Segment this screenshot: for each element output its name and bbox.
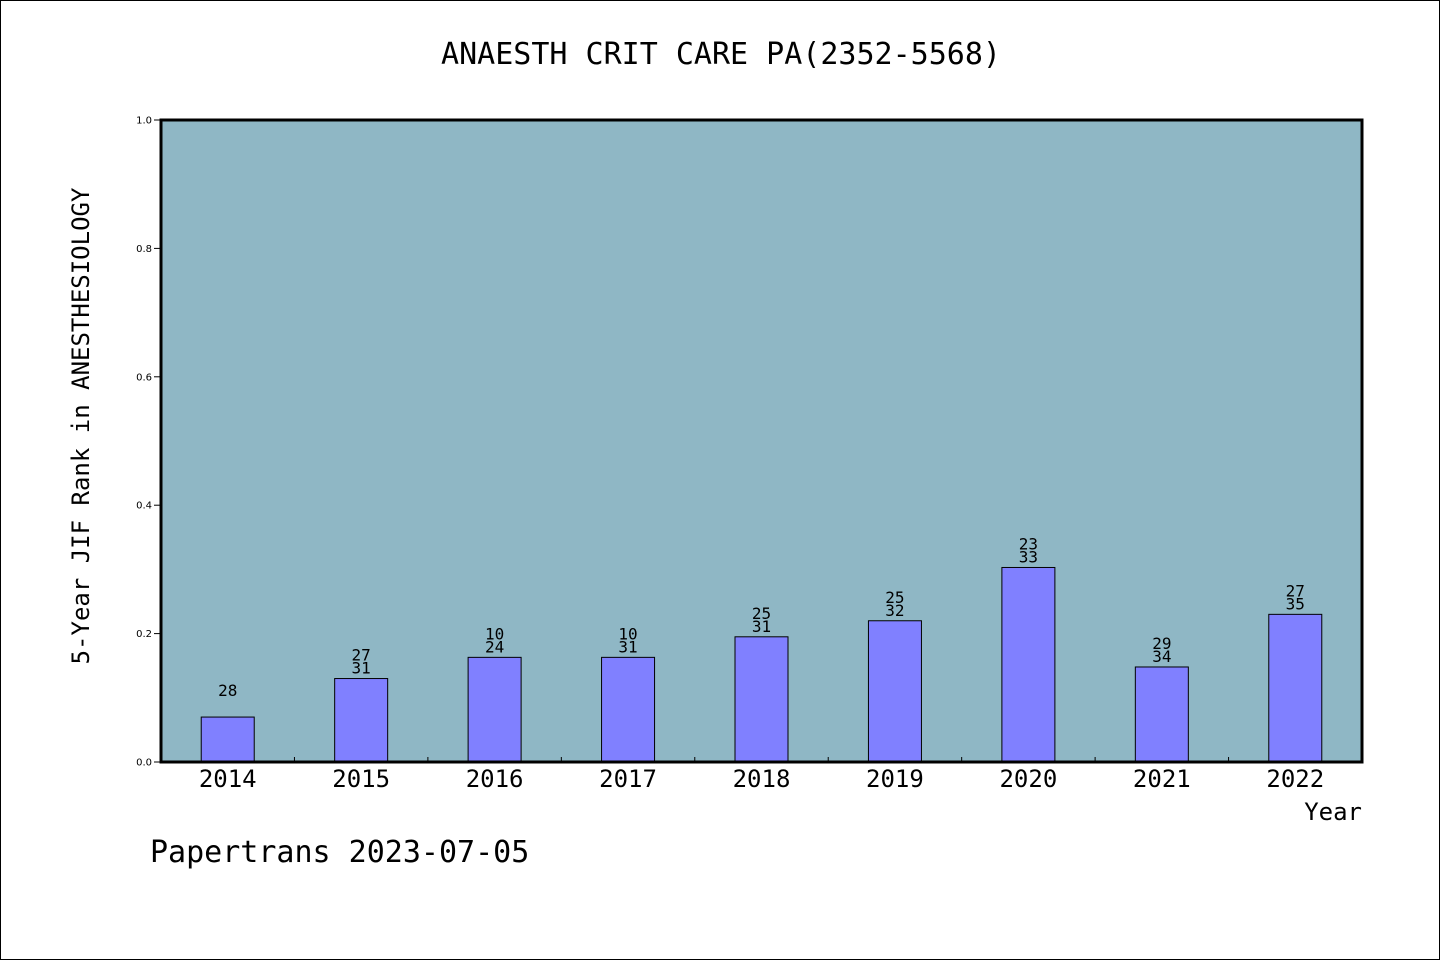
x-tick-label: 2016	[466, 765, 524, 793]
bar-data-label: 23	[1019, 534, 1038, 553]
x-tick-label: 2021	[1133, 765, 1191, 793]
x-tick-label: 2018	[733, 765, 791, 793]
bar-data-label: 10	[618, 624, 637, 643]
bar	[1001, 566, 1056, 763]
bar-data-label: 24	[485, 637, 504, 656]
x-axis-label: Year	[1304, 798, 1362, 826]
bar-data-label: 27	[352, 646, 371, 665]
x-tick-label: 2022	[1266, 765, 1324, 793]
plot-border	[159, 118, 1364, 764]
y-axis-label: 5-Year JIF Rank in ANESTHESIOLOGY	[67, 187, 95, 664]
bar-data-label: 32	[885, 601, 904, 620]
x-tick-label: 2019	[866, 765, 924, 793]
x-tick-label: 2017	[599, 765, 657, 793]
bar-data-label: 10	[485, 624, 504, 643]
bar-data-label: 31	[752, 617, 771, 636]
footer-note: Papertrans 2023-07-05	[150, 835, 530, 870]
bar-data-label: 31	[618, 637, 637, 656]
chart-title: ANAESTH CRIT CARE PA(2352-5568)	[441, 37, 1001, 72]
bar-data-label: 35	[1286, 594, 1305, 613]
bar	[1134, 666, 1189, 763]
bar	[200, 716, 255, 763]
bar-data-label: 29	[1152, 634, 1171, 653]
y-tick-label: 0.4	[136, 501, 152, 512]
bar	[734, 636, 789, 763]
y-tick-label: 1.0	[136, 116, 152, 127]
bar	[467, 656, 522, 763]
bar-data-label: 25	[885, 588, 904, 607]
y-tick-label: 0.0	[136, 758, 152, 769]
bar	[334, 678, 389, 763]
y-tick-label: 0.8	[136, 244, 152, 255]
bar-data-label: 25	[752, 604, 771, 623]
bar	[601, 656, 656, 763]
bar-data-label: 33	[1019, 547, 1038, 566]
y-tick-label: 0.2	[136, 629, 152, 640]
x-tick-label: 2014	[199, 765, 257, 793]
bar-data-label: 27	[1286, 581, 1305, 600]
bar-data-label: 31	[352, 659, 371, 678]
x-tick-label: 2015	[332, 765, 390, 793]
bar-data-label: 28	[218, 681, 237, 700]
bar-data-label: 34	[1152, 647, 1171, 666]
bar	[867, 620, 922, 763]
bar	[1268, 613, 1323, 763]
y-tick-label: 0.6	[136, 372, 152, 383]
x-tick-label: 2020	[999, 765, 1057, 793]
